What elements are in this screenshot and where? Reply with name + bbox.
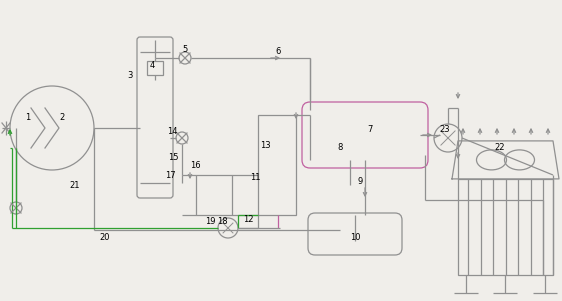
Text: 22: 22 [495, 144, 505, 153]
Bar [258, 115, 296, 215]
Bar [458, 179, 553, 275]
Text: 17: 17 [165, 170, 175, 179]
Text: 14: 14 [167, 128, 177, 136]
Text: 16: 16 [190, 160, 200, 169]
Text: 12: 12 [243, 216, 253, 225]
Text: 8: 8 [337, 144, 343, 153]
Text: 13: 13 [260, 141, 270, 150]
Text: 7: 7 [368, 126, 373, 135]
Bar [147, 61, 163, 75]
Text: 3: 3 [128, 70, 133, 79]
Text: 11: 11 [250, 173, 260, 182]
Text: 1: 1 [25, 113, 30, 123]
Text: 6: 6 [275, 48, 280, 57]
Text: 15: 15 [167, 154, 178, 163]
Text: 21: 21 [70, 181, 80, 190]
Text: 5: 5 [183, 45, 188, 54]
Text: 4: 4 [149, 61, 155, 70]
Text: 20: 20 [99, 234, 110, 243]
Text: 23: 23 [439, 126, 450, 135]
Text: 18: 18 [217, 218, 227, 226]
Text: 10: 10 [350, 234, 360, 243]
Bar [196, 175, 232, 215]
Text: 19: 19 [205, 218, 215, 226]
Text: 9: 9 [357, 178, 362, 187]
Text: 2: 2 [60, 113, 65, 123]
